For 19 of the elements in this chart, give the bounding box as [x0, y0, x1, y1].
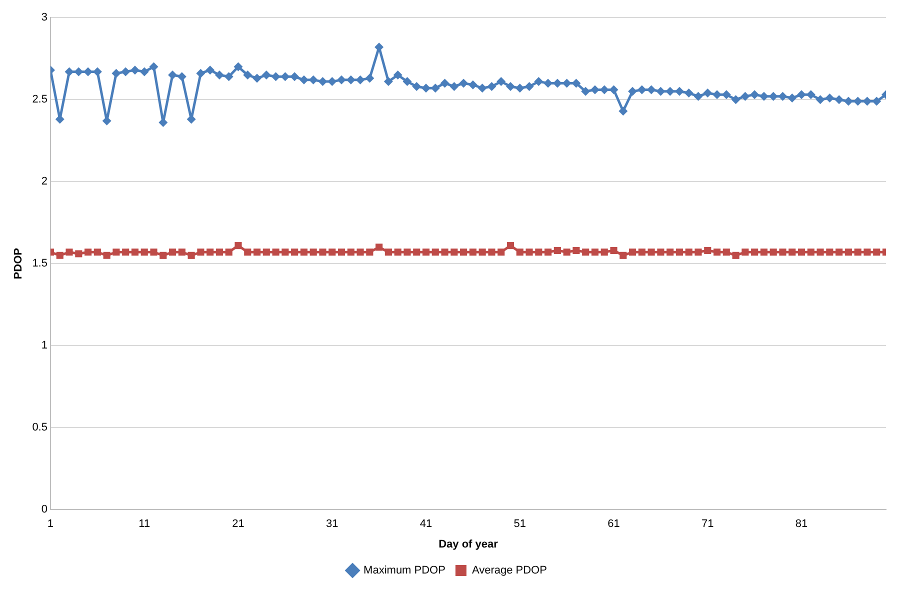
- x-tick-label: 21: [232, 518, 244, 530]
- x-tick-label: 61: [608, 518, 620, 530]
- x-tick-label: 11: [138, 518, 150, 530]
- y-tick-label: 1: [41, 340, 48, 352]
- x-tick-label: 31: [326, 518, 338, 530]
- x-tick-label: 51: [514, 518, 526, 530]
- y-tick-label: 3: [41, 12, 48, 24]
- y-tick-label: 0.5: [32, 422, 48, 434]
- x-tick-label: 71: [702, 518, 714, 530]
- legend-label: Maximum PDOP: [364, 564, 446, 577]
- y-axis-title: PDOP: [12, 248, 25, 280]
- legend-label: Average PDOP: [472, 564, 547, 577]
- x-axis-title: Day of year: [438, 538, 499, 550]
- y-tick-label: 1.5: [32, 258, 48, 270]
- y-tick-label: 2.5: [32, 94, 48, 106]
- x-tick-label: 41: [420, 518, 432, 530]
- y-tick-label: 0: [41, 504, 48, 516]
- x-tick-label: 81: [795, 518, 808, 530]
- y-tick-label: 2: [41, 176, 48, 188]
